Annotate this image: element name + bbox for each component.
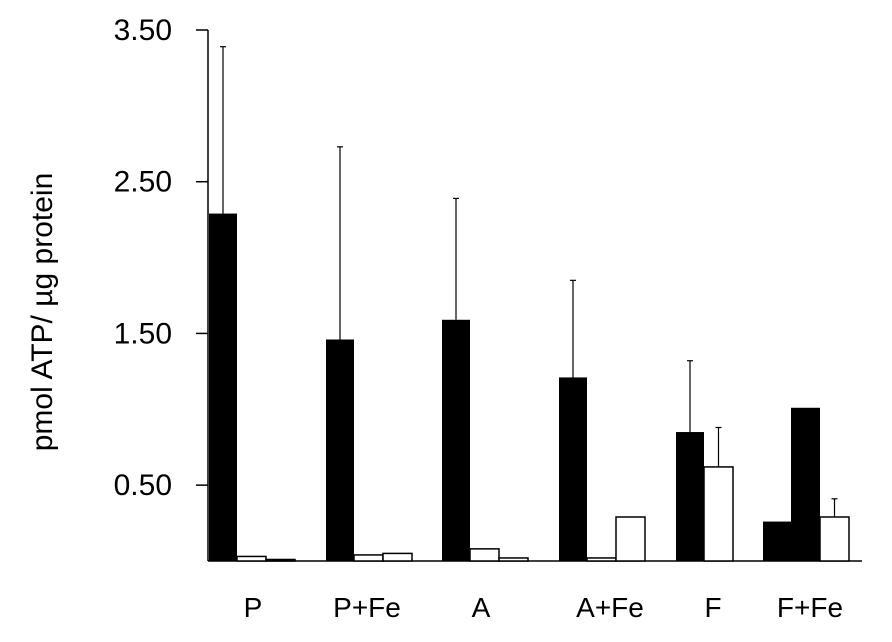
x-category-label: P bbox=[244, 592, 263, 623]
x-category-label: A bbox=[472, 592, 491, 623]
x-category-label: F bbox=[704, 592, 721, 623]
bar bbox=[791, 407, 820, 561]
bar bbox=[469, 548, 500, 562]
y-ticks-layer: 0.50 1.50 2.50 3.50 bbox=[114, 14, 208, 502]
x-category-label: P+Fe bbox=[333, 592, 401, 623]
y-tick-label: 3.50 bbox=[114, 14, 172, 47]
y-tick-label: 1.50 bbox=[114, 317, 172, 350]
bars-layer bbox=[209, 213, 850, 562]
x-labels-layer: P P+Fe A A+Fe F F+Fe bbox=[244, 592, 843, 623]
bar bbox=[498, 557, 529, 562]
bar bbox=[763, 521, 791, 561]
bar bbox=[676, 432, 704, 561]
bar bbox=[236, 555, 267, 562]
x-category-label: F+Fe bbox=[777, 592, 843, 623]
bar bbox=[382, 552, 413, 562]
bar bbox=[442, 319, 470, 561]
bar bbox=[265, 558, 296, 562]
bar bbox=[209, 213, 237, 561]
bar bbox=[326, 339, 354, 561]
bar bbox=[353, 554, 384, 562]
bar bbox=[615, 516, 646, 562]
x-category-label: A+Fe bbox=[576, 592, 644, 623]
y-tick-label: 2.50 bbox=[114, 166, 172, 199]
bar bbox=[559, 377, 587, 561]
bar bbox=[586, 557, 617, 562]
bar bbox=[703, 466, 734, 562]
bar bbox=[819, 516, 850, 562]
y-axis-title: pmol ATP/ µg protein bbox=[26, 173, 59, 452]
y-tick-label: 0.50 bbox=[114, 469, 172, 502]
y-axis-title-group: pmol ATP/ µg protein bbox=[26, 173, 59, 452]
error-bars-layer bbox=[220, 46, 838, 518]
